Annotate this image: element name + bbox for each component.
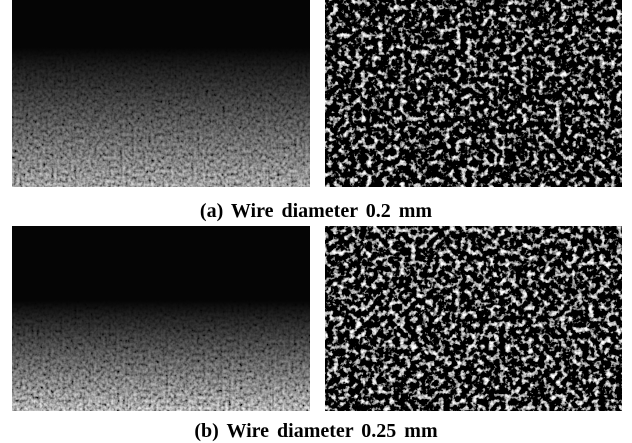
caption: (a) Wire diameter 0.2 mm	[200, 200, 432, 222]
page: (a) Wire diameter 0.2 mm (b) Wire diamet…	[0, 0, 632, 443]
caption: (b) Wire diameter 0.25 mm	[194, 420, 438, 442]
micrograph-a-right	[325, 0, 622, 187]
figure: (a) Wire diameter 0.2 mm (b) Wire diamet…	[0, 0, 632, 443]
micrograph-b-left	[12, 226, 310, 411]
micrograph-b-right	[325, 226, 622, 411]
micrograph-a-left	[12, 0, 310, 187]
